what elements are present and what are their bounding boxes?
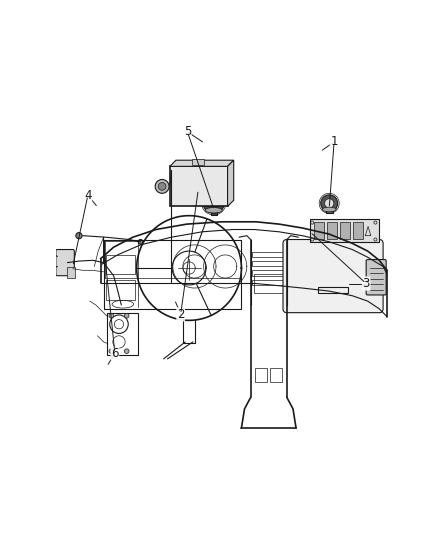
Ellipse shape (322, 207, 336, 212)
Bar (252, 252, 285, 257)
Circle shape (321, 195, 338, 212)
Circle shape (124, 349, 129, 353)
Circle shape (325, 199, 334, 208)
Circle shape (208, 196, 220, 209)
Bar (106, 255, 135, 274)
Circle shape (138, 239, 143, 244)
Text: 2: 2 (177, 308, 184, 321)
Circle shape (76, 232, 82, 239)
Bar (254, 274, 284, 294)
Text: 3: 3 (362, 277, 370, 290)
Text: 4: 4 (84, 189, 92, 202)
Bar (252, 261, 285, 266)
Bar (314, 222, 324, 239)
Bar (270, 368, 282, 382)
Bar (318, 287, 349, 294)
Circle shape (124, 313, 129, 318)
Bar (353, 222, 363, 239)
Circle shape (109, 313, 113, 318)
FancyBboxPatch shape (283, 239, 383, 313)
Text: 5: 5 (184, 125, 191, 138)
Bar (252, 280, 285, 285)
Bar (310, 219, 379, 242)
Bar (106, 280, 135, 300)
Circle shape (158, 182, 166, 190)
Bar (327, 222, 337, 239)
Bar (326, 209, 333, 213)
Polygon shape (170, 160, 234, 166)
Circle shape (109, 349, 113, 353)
FancyBboxPatch shape (56, 249, 74, 276)
Bar (252, 270, 285, 276)
Bar (170, 166, 228, 206)
Ellipse shape (205, 207, 222, 213)
FancyBboxPatch shape (366, 260, 386, 295)
Bar (107, 313, 138, 355)
Text: 1: 1 (330, 135, 338, 148)
Bar (192, 159, 205, 165)
Bar (254, 368, 267, 382)
Bar (340, 222, 350, 239)
Circle shape (155, 180, 169, 193)
Circle shape (203, 192, 224, 213)
Bar (67, 267, 75, 278)
Polygon shape (228, 160, 234, 206)
Bar (211, 209, 217, 215)
Text: 6: 6 (111, 347, 119, 360)
